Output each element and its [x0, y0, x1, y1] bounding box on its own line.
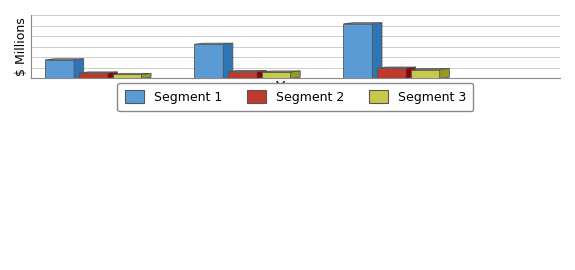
Polygon shape — [194, 44, 223, 78]
Polygon shape — [113, 73, 151, 75]
Polygon shape — [108, 72, 117, 78]
Polygon shape — [262, 72, 290, 78]
Polygon shape — [45, 60, 74, 78]
X-axis label: Years: Years — [275, 81, 316, 96]
Polygon shape — [113, 75, 141, 78]
Polygon shape — [228, 70, 267, 72]
Polygon shape — [223, 43, 233, 78]
Polygon shape — [79, 73, 108, 78]
Polygon shape — [411, 69, 449, 70]
Polygon shape — [343, 23, 382, 24]
Y-axis label: $ Millions: $ Millions — [15, 17, 28, 76]
Polygon shape — [74, 59, 84, 78]
Polygon shape — [141, 73, 151, 78]
Polygon shape — [45, 59, 84, 60]
Polygon shape — [373, 23, 382, 78]
Legend: Segment 1, Segment 2, Segment 3: Segment 1, Segment 2, Segment 3 — [117, 83, 473, 112]
Polygon shape — [377, 67, 416, 68]
Polygon shape — [262, 71, 300, 72]
Polygon shape — [377, 68, 406, 78]
Polygon shape — [257, 70, 267, 78]
Polygon shape — [406, 67, 416, 78]
Polygon shape — [343, 24, 373, 78]
Polygon shape — [411, 70, 440, 78]
Polygon shape — [290, 71, 300, 78]
Polygon shape — [440, 69, 449, 78]
Polygon shape — [228, 72, 257, 78]
Polygon shape — [79, 72, 117, 73]
Polygon shape — [194, 43, 233, 44]
